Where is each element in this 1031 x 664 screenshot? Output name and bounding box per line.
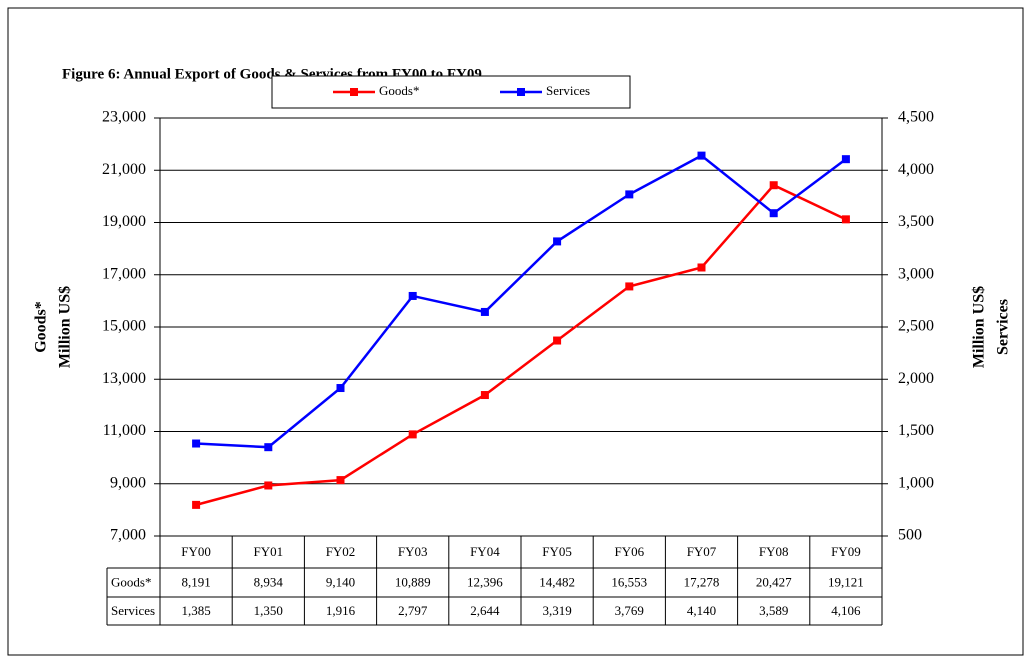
point-marker bbox=[841, 215, 850, 224]
legend-label: Goods* bbox=[379, 83, 419, 98]
x-tick-label: FY08 bbox=[759, 544, 789, 559]
y2-axis-title: Million US$ bbox=[971, 286, 988, 368]
point-marker bbox=[192, 500, 201, 509]
y2-tick-label: 2,500 bbox=[898, 318, 934, 335]
y-tick-label: 17,000 bbox=[102, 265, 146, 282]
x-tick-label: FY09 bbox=[831, 544, 861, 559]
table-row-header: Goods* bbox=[111, 574, 151, 589]
point-marker bbox=[625, 190, 634, 199]
legend-marker bbox=[517, 88, 525, 96]
x-tick-label: FY03 bbox=[398, 544, 428, 559]
table-value: 4,140 bbox=[687, 603, 716, 618]
table-value: 20,427 bbox=[756, 574, 792, 589]
table-value: 17,278 bbox=[684, 574, 720, 589]
legend-marker bbox=[350, 88, 358, 96]
table-value: 2,797 bbox=[398, 603, 428, 618]
y2-tick-label: 4,500 bbox=[898, 109, 934, 126]
point-marker bbox=[697, 263, 706, 272]
point-marker bbox=[841, 155, 850, 164]
table-value: 1,385 bbox=[181, 603, 210, 618]
y-tick-label: 7,000 bbox=[110, 527, 146, 544]
y2-tick-label: 3,000 bbox=[898, 265, 934, 282]
y-tick-label: 19,000 bbox=[102, 213, 146, 230]
table-value: 8,934 bbox=[254, 574, 284, 589]
y-axis-title: Goods* bbox=[33, 301, 50, 353]
x-tick-label: FY01 bbox=[253, 544, 283, 559]
y-tick-label: 15,000 bbox=[102, 318, 146, 335]
y2-tick-label: 3,500 bbox=[898, 213, 934, 230]
y-tick-label: 21,000 bbox=[102, 161, 146, 178]
y2-axis-title: Services bbox=[995, 299, 1012, 355]
table-value: 9,140 bbox=[326, 574, 355, 589]
point-marker bbox=[553, 237, 562, 246]
point-marker bbox=[769, 209, 778, 218]
x-tick-label: FY02 bbox=[326, 544, 356, 559]
point-marker bbox=[264, 481, 273, 490]
point-marker bbox=[553, 336, 562, 345]
chart-border bbox=[7, 7, 1024, 656]
y2-tick-label: 2,000 bbox=[898, 370, 934, 387]
x-tick-label: FY04 bbox=[470, 544, 500, 559]
y-axis-title: Million US$ bbox=[57, 286, 74, 368]
y2-tick-label: 4,000 bbox=[898, 161, 934, 178]
legend-box bbox=[271, 75, 631, 109]
point-marker bbox=[480, 391, 489, 400]
table-value: 2,644 bbox=[470, 603, 500, 618]
point-marker bbox=[192, 439, 201, 448]
table-value: 10,889 bbox=[395, 574, 431, 589]
table-value: 12,396 bbox=[467, 574, 503, 589]
series-line bbox=[196, 154, 847, 449]
y-tick-label: 23,000 bbox=[102, 109, 146, 126]
y-tick-label: 13,000 bbox=[102, 370, 146, 387]
y-tick-label: 11,000 bbox=[103, 422, 146, 439]
point-marker bbox=[264, 443, 273, 452]
point-marker bbox=[336, 476, 345, 485]
point-marker bbox=[336, 384, 345, 393]
table-value: 19,121 bbox=[828, 574, 864, 589]
table-value: 3,769 bbox=[615, 603, 644, 618]
y2-tick-label: 500 bbox=[898, 527, 922, 544]
point-marker bbox=[769, 181, 778, 190]
table-row-header: Services bbox=[111, 603, 155, 618]
x-tick-label: FY07 bbox=[687, 544, 717, 559]
legend-label: Services bbox=[546, 83, 590, 98]
table-value: 1,350 bbox=[254, 603, 283, 618]
y2-tick-label: 1,000 bbox=[898, 474, 934, 491]
point-marker bbox=[408, 291, 417, 300]
point-marker bbox=[480, 307, 489, 316]
point-marker bbox=[625, 282, 634, 291]
x-tick-label: FY05 bbox=[542, 544, 572, 559]
point-marker bbox=[697, 151, 706, 160]
table-value: 14,482 bbox=[539, 574, 575, 589]
y2-tick-label: 1,500 bbox=[898, 422, 934, 439]
table-value: 4,106 bbox=[831, 603, 861, 618]
series-line bbox=[195, 183, 847, 507]
table-value: 16,553 bbox=[611, 574, 647, 589]
x-tick-label: FY00 bbox=[181, 544, 211, 559]
x-tick-label: FY06 bbox=[614, 544, 644, 559]
point-marker bbox=[408, 430, 417, 439]
table-value: 1,916 bbox=[326, 603, 356, 618]
table-value: 8,191 bbox=[181, 574, 210, 589]
table-value: 3,319 bbox=[542, 603, 571, 618]
table-value: 3,589 bbox=[759, 603, 788, 618]
y-tick-label: 9,000 bbox=[110, 474, 146, 491]
